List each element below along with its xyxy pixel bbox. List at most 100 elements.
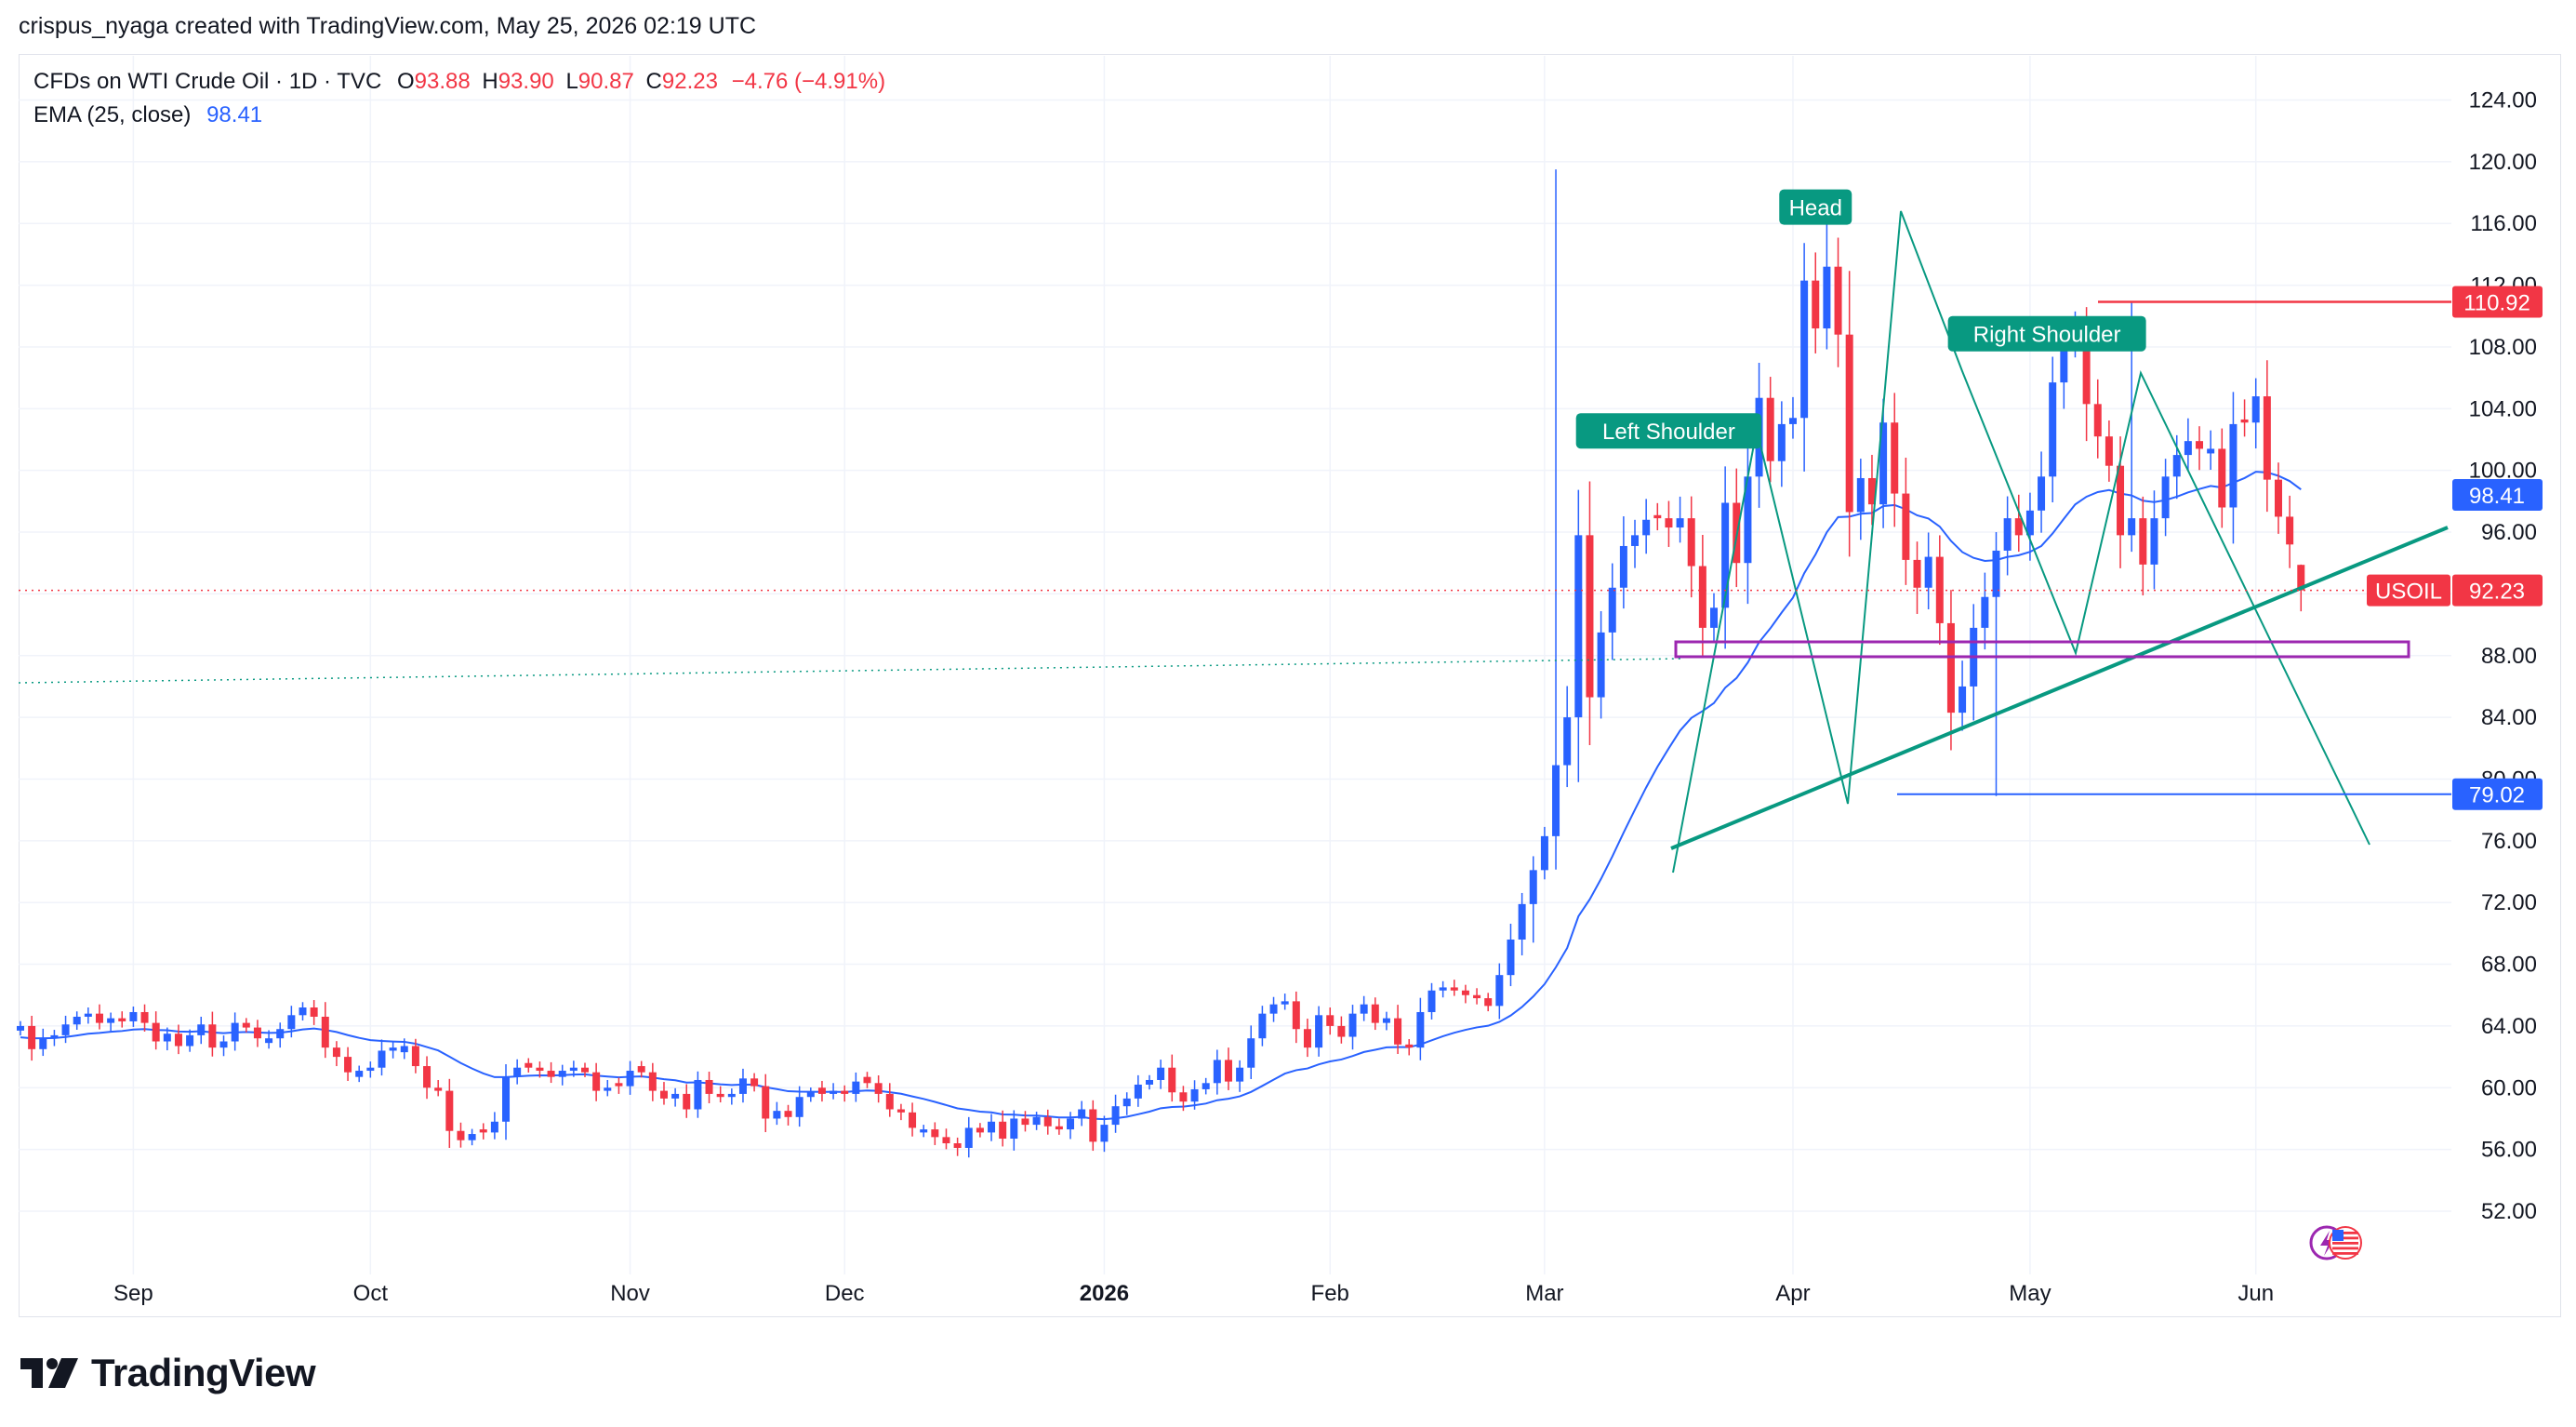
candle-body (615, 1083, 623, 1087)
candle (1495, 963, 1504, 1020)
candle (1202, 1077, 1210, 1095)
us-flag-icon (2329, 1226, 2362, 1260)
candle (490, 1112, 498, 1140)
candle-body (445, 1090, 454, 1131)
candle (1540, 826, 1548, 880)
candle (671, 1087, 680, 1107)
candle-body (1653, 514, 1662, 519)
candle (558, 1064, 566, 1086)
candle (310, 1000, 318, 1025)
price-tick-label: 76.00 (2481, 829, 2537, 854)
legend-symbol[interactable]: CFDs on WTI Crude Oil · 1D · TVC (33, 69, 382, 94)
candle-body (299, 1007, 307, 1016)
candle (1122, 1092, 1131, 1115)
candle (806, 1087, 815, 1102)
candle-body (490, 1121, 498, 1133)
candle (1812, 252, 1820, 353)
candle-body (1800, 280, 1809, 419)
candle-body (931, 1129, 939, 1138)
flag-icons (2309, 1225, 2362, 1260)
price-axis[interactable]: 52.0056.0060.0064.0068.0072.0076.0080.00… (2469, 88, 2537, 1224)
candle (896, 1103, 905, 1121)
candle-body (2286, 516, 2294, 545)
candle (1134, 1074, 1142, 1107)
ema-25-line (20, 471, 2302, 1121)
candle-body (2297, 565, 2305, 591)
candle-body (738, 1078, 747, 1094)
flag-canton (2332, 1230, 2344, 1241)
candle-body (2161, 476, 2170, 519)
candle-body (73, 1016, 81, 1025)
candle (547, 1061, 555, 1084)
candle (1461, 984, 1469, 1004)
chart-frame[interactable] (19, 54, 2561, 1317)
candle (1619, 516, 1627, 609)
candle-body (830, 1090, 838, 1094)
neckline-trendline (1670, 526, 2449, 850)
candle-body (1213, 1060, 1221, 1084)
annotation-box (1947, 315, 2146, 352)
candle-body (310, 1007, 318, 1017)
candle (1224, 1047, 1232, 1090)
candle (1326, 1007, 1334, 1035)
candle (468, 1128, 476, 1146)
candle (2184, 418, 2192, 472)
candle-body (1766, 397, 1774, 461)
candle-body (1687, 518, 1695, 567)
candle (242, 1018, 250, 1033)
candle-body (1992, 550, 2000, 597)
candle (1258, 1006, 1267, 1047)
candle-body (942, 1137, 950, 1144)
candle (694, 1071, 702, 1118)
candle (920, 1125, 928, 1138)
candle-body (1902, 493, 1910, 560)
legend-ema-row: EMA (25, close) 98.41 (33, 99, 885, 132)
candle-body (1552, 765, 1560, 836)
candle-body (1315, 1015, 1323, 1048)
candle (73, 1011, 81, 1030)
candle-body (287, 1015, 296, 1030)
candle (1744, 447, 1752, 605)
candle-body (95, 1013, 103, 1023)
candle (1574, 489, 1583, 782)
candle (1597, 610, 1605, 719)
candle-body (953, 1143, 962, 1148)
tradingview-brand[interactable]: TradingView (20, 1351, 316, 1395)
candle (2229, 392, 2237, 544)
candle-body (1721, 502, 1730, 608)
candle (411, 1038, 419, 1074)
candle-body (1089, 1109, 1097, 1142)
candle (1450, 980, 1458, 996)
candle (795, 1086, 803, 1127)
candle (1360, 995, 1368, 1021)
candle (389, 1042, 397, 1059)
candle (615, 1077, 623, 1094)
candle (332, 1041, 340, 1067)
candle (2150, 490, 2158, 590)
annotation-box (1779, 189, 1852, 225)
candle-body (1371, 1004, 1379, 1023)
candle-body (1540, 835, 1548, 871)
ema-line (20, 471, 2302, 1121)
candle-body (1134, 1084, 1142, 1099)
candle-body (2117, 465, 2125, 536)
price-tick-label: 116.00 (2470, 211, 2537, 236)
candle (1021, 1111, 1029, 1132)
candle (1371, 997, 1379, 1031)
legend-l-label: L (565, 69, 578, 94)
candle (423, 1056, 432, 1100)
time-tick-label: Nov (610, 1281, 650, 1306)
time-axis[interactable]: Sep Oct Nov Dec 2026 Feb Mar Apr May Jun (113, 1281, 2274, 1306)
candle-body (208, 1024, 217, 1048)
candle (536, 1061, 544, 1078)
candle-body (2251, 396, 2260, 423)
candle-body (1281, 1001, 1289, 1005)
candle (705, 1072, 713, 1103)
candle-body (1292, 1001, 1300, 1030)
candle-body (1484, 998, 1493, 1007)
legend-ema-label[interactable]: EMA (25, close) (33, 102, 192, 127)
candle-body (795, 1097, 803, 1117)
price-axis-label: 98.41 (2469, 484, 2525, 509)
candle (2161, 459, 2170, 537)
